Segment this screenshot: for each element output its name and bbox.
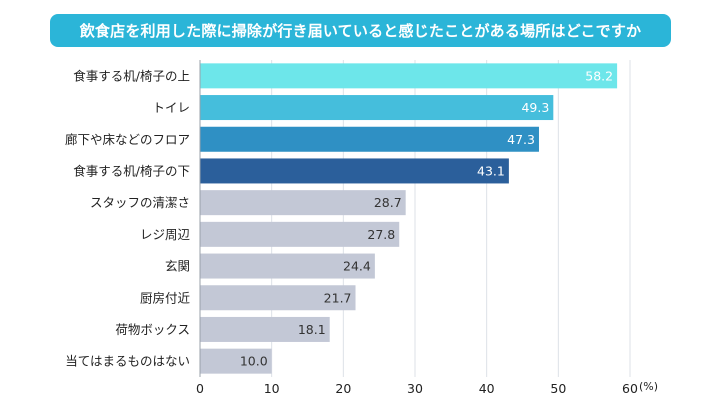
value-label: 28.7 (374, 195, 402, 210)
category-label: 食事する机/椅子の上 (73, 68, 190, 83)
category-label: 玄関 (165, 259, 190, 274)
bar (200, 285, 356, 311)
x-tick-label: 30 (407, 381, 423, 396)
category-label: トイレ (152, 100, 190, 115)
x-tick-label: 60 (622, 381, 638, 396)
bar (200, 126, 539, 152)
chart-title: 飲食店を利用した際に掃除が行き届いていると感じたことがある場所はどこですか (50, 14, 671, 47)
x-tick-label: 10 (264, 381, 280, 396)
value-label: 47.3 (507, 132, 535, 147)
category-label: スタッフの清潔さ (90, 195, 190, 210)
category-label: 廊下や床などのフロア (65, 132, 190, 147)
category-label: 厨房付近 (140, 290, 191, 305)
bar (200, 316, 330, 342)
value-label: 43.1 (477, 163, 505, 178)
bar (200, 190, 406, 216)
bar (200, 348, 272, 374)
x-tick-label: 40 (479, 381, 495, 396)
category-label: 食事する机/椅子の下 (73, 163, 190, 178)
value-label: 58.2 (585, 68, 613, 83)
value-label: 49.3 (521, 100, 549, 115)
category-label: 荷物ボックス (115, 322, 190, 337)
unit-label: (%) (639, 380, 658, 393)
x-tick-label: 0 (196, 381, 204, 396)
category-label: 当てはまるものはない (65, 354, 190, 369)
value-label: 21.7 (324, 290, 352, 305)
x-tick-label: 50 (550, 381, 566, 396)
value-label: 10.0 (240, 354, 268, 369)
value-label: 27.8 (367, 227, 395, 242)
value-label: 24.4 (343, 259, 371, 274)
bar (200, 253, 375, 279)
bar (200, 221, 400, 247)
bar (200, 95, 554, 121)
category-label: レジ周辺 (140, 227, 191, 242)
bar (200, 158, 509, 184)
x-tick-label: 20 (335, 381, 351, 396)
bar (200, 63, 618, 89)
value-label: 18.1 (298, 322, 326, 337)
